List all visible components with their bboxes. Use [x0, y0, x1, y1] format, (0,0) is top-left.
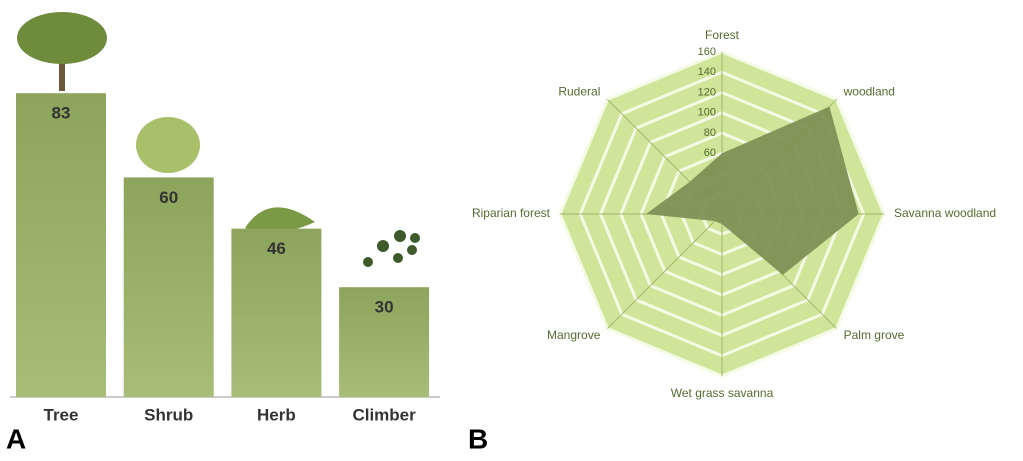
category-label: Mangrove	[547, 328, 601, 342]
category-label: Forest	[705, 28, 740, 42]
x-tick-label: Shrub	[144, 405, 193, 424]
y-tick-label: 160	[698, 46, 716, 58]
bar	[16, 93, 106, 397]
panel-label: B	[468, 423, 488, 454]
bar	[124, 177, 214, 397]
value-label: 60	[159, 188, 178, 207]
value-label: 83	[52, 104, 71, 123]
y-tick-label: 120	[698, 86, 716, 98]
panel-label: A	[6, 423, 26, 454]
value-label: 46	[267, 239, 286, 258]
x-tick-label: Herb	[257, 405, 296, 424]
y-tick-label: 60	[704, 147, 716, 159]
climber	[363, 230, 420, 267]
category-label: Palm grove	[844, 328, 905, 342]
shrub	[136, 117, 200, 173]
value-label: 30	[375, 298, 394, 317]
y-tick-label: 80	[704, 127, 716, 139]
y-tick-label: 100	[698, 107, 716, 119]
x-tick-label: Climber	[352, 405, 416, 424]
category-label: Riparian forest	[472, 206, 551, 220]
x-tick-label: Tree	[44, 405, 79, 424]
category-label: Savanna woodland	[894, 206, 996, 220]
tree-crown	[17, 12, 107, 64]
category-label: woodland	[843, 85, 895, 99]
y-tick-label: 140	[698, 66, 716, 78]
category-label: Ruderal	[558, 85, 600, 99]
figure: 83Tree60Shrub46Herb30ClimberA02040608010…	[0, 0, 1023, 461]
category-label: Wet grass savanna	[671, 386, 774, 400]
